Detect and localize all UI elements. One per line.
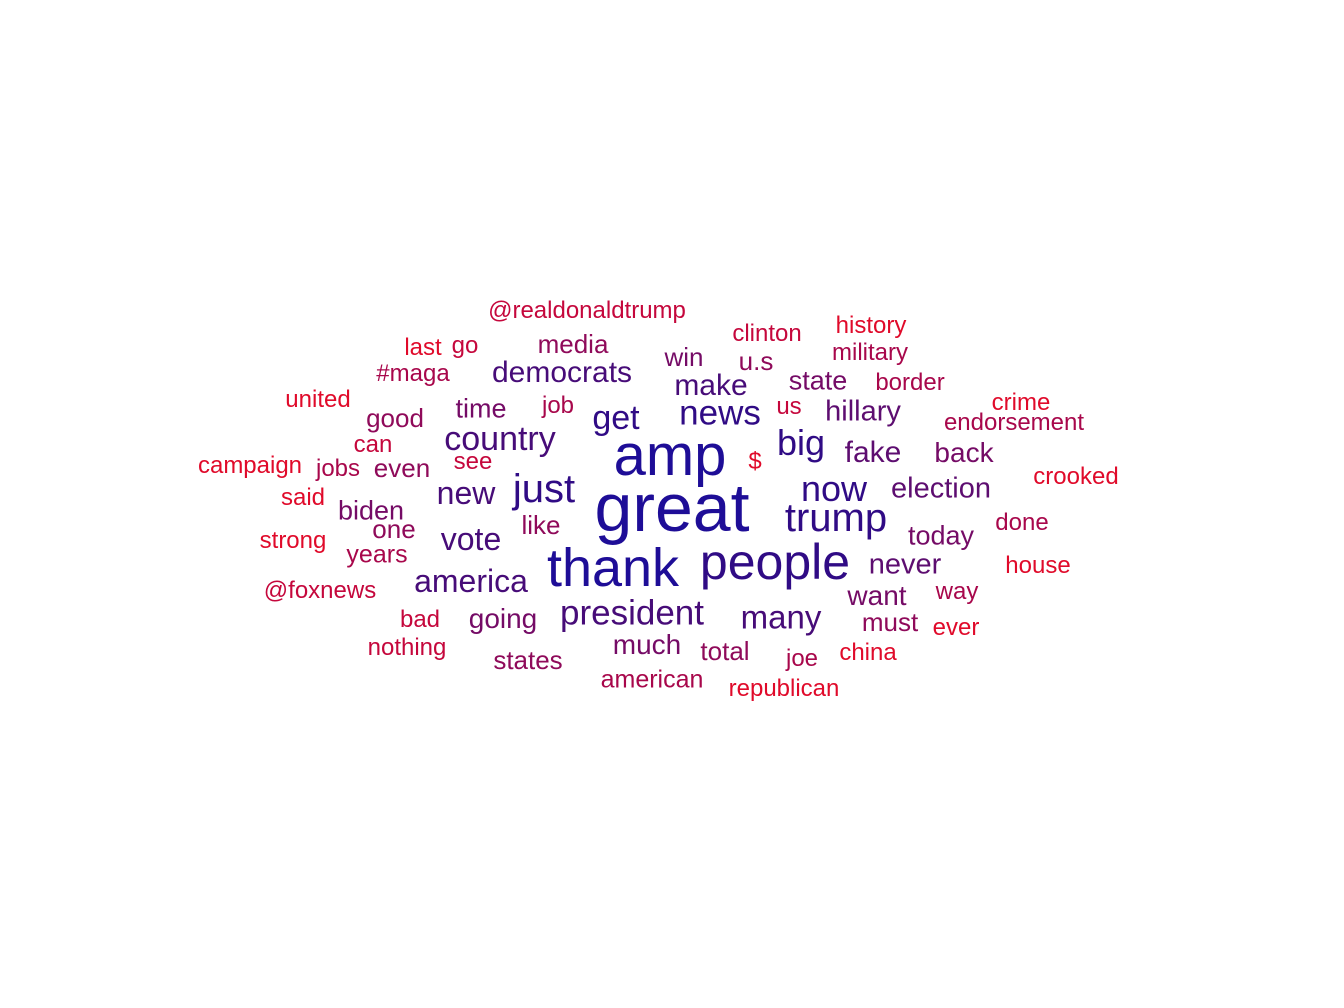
word-news: news <box>679 393 761 433</box>
word-ever: ever <box>932 614 980 641</box>
word-clinton: clinton <box>732 320 802 347</box>
word-bad: bad <box>399 606 441 633</box>
word-election: election <box>891 472 991 505</box>
word-states: states <box>493 645 563 675</box>
word-one: one <box>372 514 416 544</box>
word-just: just <box>512 467 576 511</box>
word-today: today <box>907 520 975 551</box>
word-democrats: democrats <box>491 356 633 389</box>
word-said: said <box>280 484 326 511</box>
word-amp: amp <box>613 423 727 488</box>
word-people: people <box>699 534 851 590</box>
word-united: united <box>285 386 351 413</box>
word-nothing: nothing <box>367 634 447 661</box>
word-back: back <box>934 437 994 468</box>
word-fake: fake <box>844 436 902 469</box>
word-win: win <box>664 342 704 372</box>
word-maga: #maga <box>376 360 450 387</box>
word-history: history <box>835 312 907 339</box>
word-job: job <box>541 392 575 419</box>
word-make: make <box>674 369 748 402</box>
word-dollar: $ <box>748 448 762 475</box>
word-biden: biden <box>337 495 405 526</box>
word-realdonaldtrump: @realdonaldtrump <box>488 297 686 324</box>
word-foxnews: @foxnews <box>263 577 377 604</box>
word-jobs: jobs <box>315 455 361 482</box>
word-great: great <box>594 470 750 546</box>
word-even: even <box>373 453 431 483</box>
word-last: last <box>404 334 442 361</box>
word-big: big <box>776 422 826 463</box>
word-america: america <box>414 563 528 599</box>
word-want: want <box>847 580 907 611</box>
word-time: time <box>455 393 507 424</box>
word-way: way <box>935 578 979 605</box>
word-house: house <box>1005 552 1071 579</box>
word-crime: crime <box>991 389 1051 416</box>
word-country: country <box>444 420 556 458</box>
word-see: see <box>453 448 493 475</box>
word-new: new <box>436 475 496 511</box>
word-military: military <box>832 339 908 366</box>
word-going: going <box>468 603 538 634</box>
word-never: never <box>868 548 942 581</box>
word-media: media <box>537 329 609 359</box>
word-thank: thank <box>546 538 680 598</box>
word-can: can <box>353 431 393 458</box>
word-good: good <box>366 403 424 433</box>
word-republican: republican <box>728 675 840 702</box>
word-state: state <box>788 365 848 396</box>
word-now: now <box>800 468 868 509</box>
word-president: president <box>560 593 704 633</box>
word-joe: joe <box>785 645 819 672</box>
word-done: done <box>995 509 1049 536</box>
word-crooked: crooked <box>1033 463 1119 490</box>
word-american: american <box>600 665 704 694</box>
word-border: border <box>875 369 945 396</box>
word-u-s: u.s <box>738 346 774 376</box>
word-total: total <box>700 636 750 666</box>
word-must: must <box>861 607 919 637</box>
word-go: go <box>451 332 479 359</box>
word-china: china <box>839 639 897 666</box>
word-get: get <box>592 399 640 437</box>
word-trump: trump <box>784 496 888 540</box>
word-like: like <box>521 510 561 540</box>
word-us: us <box>776 393 802 420</box>
word-vote: vote <box>440 521 502 557</box>
word-strong: strong <box>259 527 327 554</box>
word-endorsement: endorsement <box>943 409 1085 436</box>
word-years: years <box>346 540 408 569</box>
word-much: much <box>612 629 682 660</box>
word-campaign: campaign <box>197 452 303 479</box>
word-hillary: hillary <box>825 395 901 428</box>
word-many: many <box>740 598 822 636</box>
